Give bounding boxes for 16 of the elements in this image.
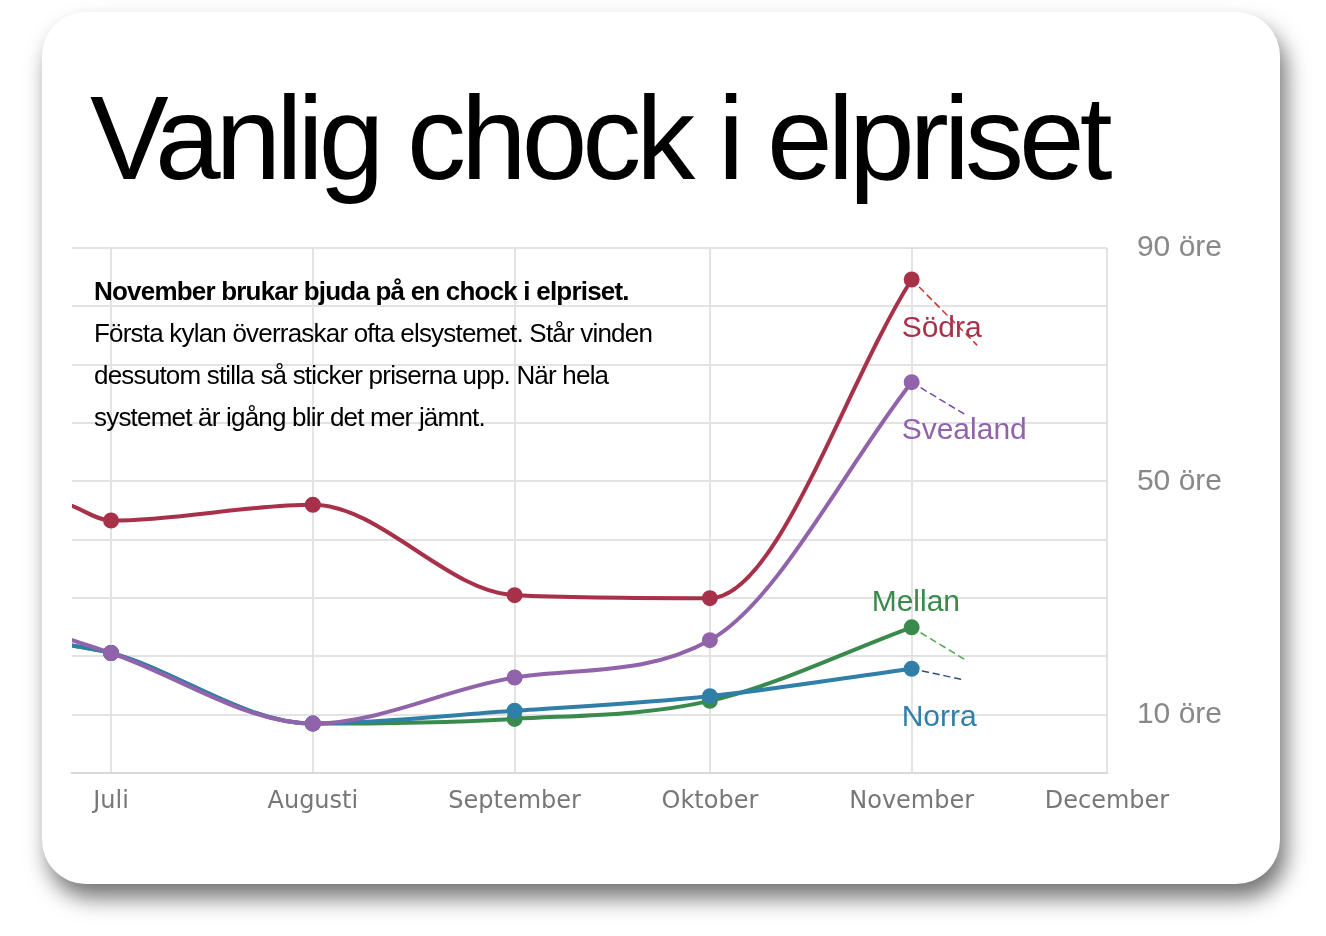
- x-tick-label: Augusti: [267, 785, 359, 814]
- chart-title: Vanlig chock i elpriset: [90, 71, 1108, 206]
- x-tick-label: September: [448, 785, 582, 814]
- series-label: Norra: [901, 699, 977, 733]
- series-label: Mellan: [871, 583, 961, 617]
- x-tick-label: Oktober: [661, 785, 759, 814]
- x-tick-label: Juli: [91, 785, 129, 814]
- y-tick-label: 90 öre: [1136, 229, 1223, 263]
- x-tick-label: November: [849, 785, 975, 814]
- series-label: Södra: [901, 309, 983, 343]
- y-tick-label: 50 öre: [1136, 462, 1223, 496]
- annotation: Första kylan överraskar ofta elsystemet. Står vinden dessutom stilla så sticker priserna upp. När hela systemet är igång blir det mer jämnt.: [94, 317, 654, 434]
- x-tick-label: December: [1044, 785, 1170, 814]
- series-label: Svealand: [901, 412, 1027, 446]
- text: November brukar bjuda på en chock i elpriset.: [94, 275, 630, 308]
- y-tick-label: 10 öre: [1136, 696, 1223, 730]
